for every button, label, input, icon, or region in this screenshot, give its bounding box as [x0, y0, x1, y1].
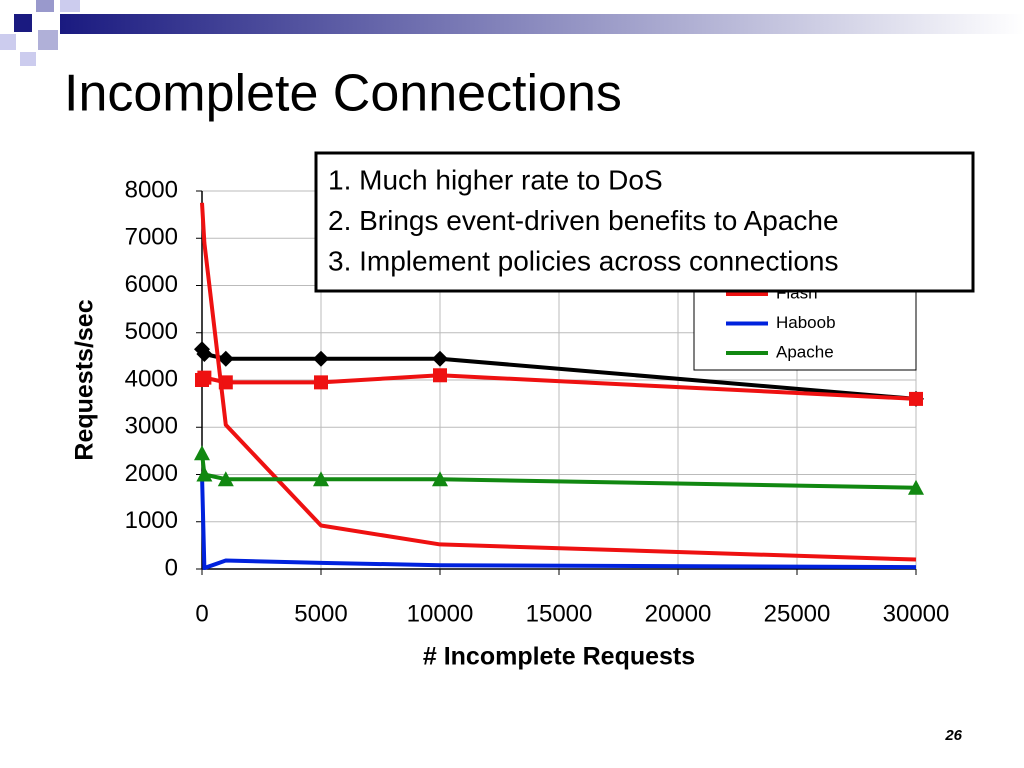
point	[909, 391, 923, 406]
y-tick-label: 5000	[125, 318, 178, 345]
callout: 1. Much higher rate to DoS 2. Brings even…	[314, 151, 975, 293]
chart: 0 1000 2000 3000 4000 5000 6000 7000 8000 0 5000 10…	[71, 151, 975, 671]
point	[432, 471, 448, 487]
callout-line: 1. Much higher rate to DoS	[328, 164, 663, 195]
x-tick-label: 5000	[294, 600, 347, 627]
y-tick-label: 6000	[125, 271, 178, 298]
x-tick-label: 15000	[526, 600, 593, 627]
series-line	[200, 474, 917, 571]
decoration	[0, 0, 1024, 66]
callout-box	[314, 151, 975, 293]
y-tick-label: 4000	[125, 365, 178, 392]
y-tick-label: 2000	[125, 460, 178, 487]
point	[196, 346, 213, 363]
x-tick-label: 25000	[764, 600, 831, 627]
x-tick-label: 0	[195, 600, 208, 627]
point	[217, 350, 234, 367]
y-tick-label: 7000	[125, 224, 178, 251]
point	[217, 471, 234, 487]
x-tick-label: 20000	[645, 600, 712, 627]
y-tick-label: 1000	[125, 507, 178, 534]
x-tick-label: 10000	[407, 600, 474, 627]
series-line	[200, 202, 917, 562]
point	[194, 445, 210, 461]
page-number: 26	[944, 727, 962, 744]
point	[908, 479, 924, 495]
x-tick-label: 30000	[883, 600, 950, 627]
point	[314, 375, 328, 390]
point	[197, 370, 212, 385]
callout-line: 3. Implement policies across connections	[328, 245, 838, 276]
point	[433, 368, 447, 383]
point	[313, 350, 329, 367]
point	[313, 471, 329, 487]
slide-title: Incomplete Connections	[64, 65, 622, 123]
legend-label: Haboob	[776, 313, 836, 332]
y-axis-label: Requests/sec	[71, 299, 99, 460]
legend-label: Apache	[776, 342, 834, 361]
y-tick-label: 0	[165, 554, 178, 581]
y-tick-label: 3000	[125, 413, 178, 440]
x-axis-label: # Incomplete Requests	[423, 643, 695, 671]
y-tick-label: 8000	[125, 176, 178, 203]
callout-line: 2. Brings event-driven benefits to Apach…	[328, 205, 839, 236]
point	[432, 350, 448, 367]
point	[196, 466, 213, 482]
